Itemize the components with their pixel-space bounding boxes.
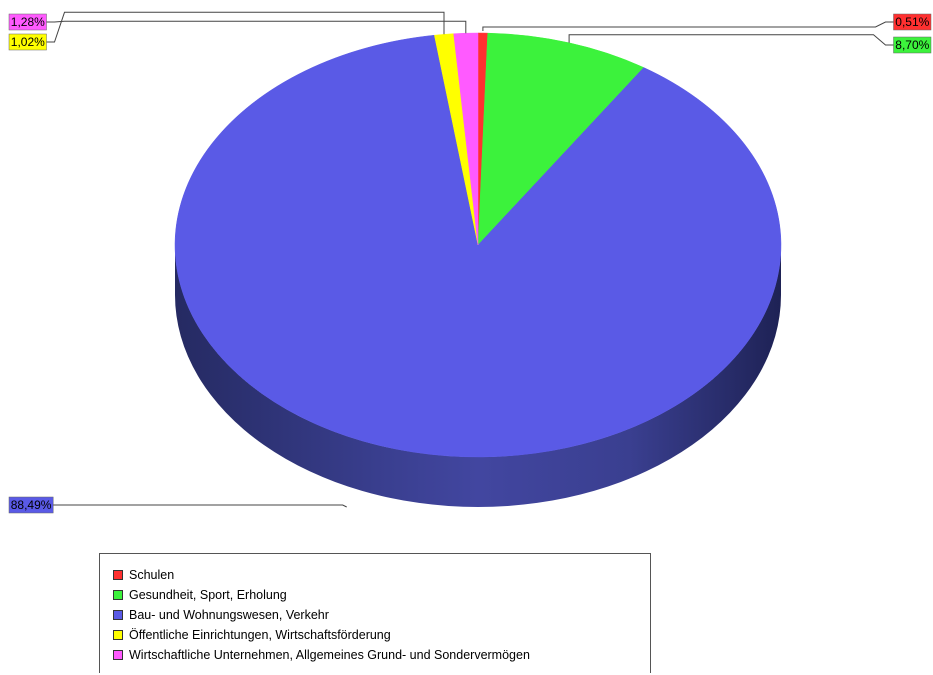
pie-side-wall <box>175 245 781 507</box>
data-label-ffentliche: 1,02% <box>11 35 45 49</box>
data-label-schulen: 0,51% <box>895 15 929 29</box>
data-label-bau: 88,49% <box>11 498 52 512</box>
legend-swatch-schulen <box>113 570 123 580</box>
leader-line-wirtschaftliche <box>46 20 467 34</box>
legend-swatch-wirtschaftliche <box>113 650 123 660</box>
data-label-box-gesundheit <box>893 36 932 54</box>
legend-item-wirtschaftliche: Wirtschaftliche Unternehmen, Allgemeines… <box>113 646 530 664</box>
pie-side-wall-shape <box>175 245 781 507</box>
pie-slice-bau <box>174 34 782 458</box>
data-label-gesundheit: 8,70% <box>895 38 929 52</box>
data-label-box-schulen <box>893 13 932 31</box>
pie-slices <box>174 32 782 458</box>
legend-item-schulen: Schulen <box>113 566 174 584</box>
legend-label-oeffentliche: Öffentliche Einrichtungen, Wirtschaftsfö… <box>129 628 391 642</box>
legend-label-bau: Bau- und Wohnungswesen, Verkehr <box>129 608 329 622</box>
legend-label-wirtschaftliche: Wirtschaftliche Unternehmen, Allgemeines… <box>129 648 530 662</box>
legend-swatch-bau <box>113 610 123 620</box>
data-label-wirtschaftliche: 1,28% <box>11 15 45 29</box>
legend-swatch-gesundheit <box>113 590 123 600</box>
leader-line-schulen <box>482 21 894 31</box>
pie-slice-gesundheit <box>477 32 645 246</box>
data-label-box-ffentliche <box>8 33 47 51</box>
legend-item-oeffentliche: Öffentliche Einrichtungen, Wirtschaftsfö… <box>113 626 391 644</box>
leader-line-ffentliche <box>46 11 445 43</box>
leader-line-bau <box>53 504 347 508</box>
leader-line-gesundheit <box>568 34 894 46</box>
data-label-box-bau <box>8 496 54 514</box>
legend-label-schulen: Schulen <box>129 568 175 582</box>
legend-swatch-oeffentliche <box>113 630 123 640</box>
chart-legend: Schulen Gesundheit, Sport, Erholung Bau-… <box>99 553 651 673</box>
legend-item-gesundheit: Gesundheit, Sport, Erholung <box>113 586 287 604</box>
legend-item-bau: Bau- und Wohnungswesen, Verkehr <box>113 606 329 624</box>
data-label-box-wirtschaftliche <box>8 13 47 31</box>
pie-data-labels: 0,51% 8,70% 88,49% 1,02% 1,28% <box>8 11 932 514</box>
legend-label-gesundheit: Gesundheit, Sport, Erholung <box>129 588 287 602</box>
